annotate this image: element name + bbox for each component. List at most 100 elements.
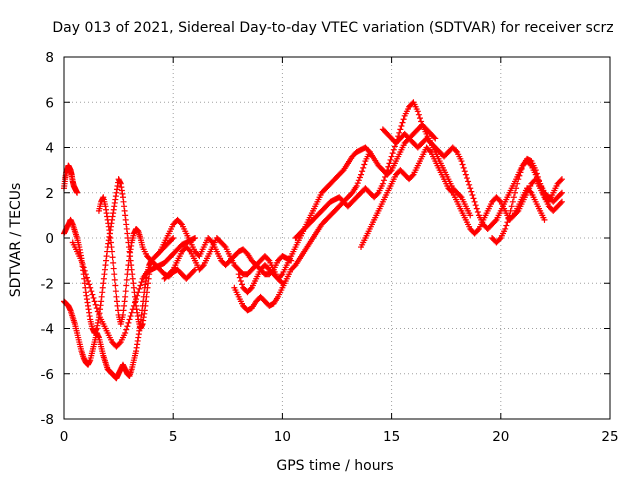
data-point <box>85 277 92 284</box>
data-point <box>557 199 564 206</box>
data-point <box>457 193 464 200</box>
y-tick-label: 0 <box>45 231 54 247</box>
y-tick-label: 8 <box>45 50 54 66</box>
data-point <box>221 242 228 249</box>
data-point <box>90 294 97 301</box>
data-point <box>473 205 480 212</box>
series-track-13 <box>489 155 565 246</box>
data-point <box>91 298 98 305</box>
data-point <box>169 236 176 243</box>
data-point <box>190 267 197 274</box>
series-track-8 <box>231 149 373 314</box>
plot-border <box>63 56 611 420</box>
data-point <box>126 316 133 323</box>
data-point <box>448 188 455 195</box>
data-point <box>467 212 474 219</box>
data-point <box>81 267 88 274</box>
data-point <box>533 170 540 177</box>
data-point <box>460 164 467 171</box>
data-point <box>78 257 85 264</box>
data-point <box>505 215 512 222</box>
data-point <box>514 208 521 215</box>
data-point <box>541 216 548 223</box>
data-point <box>511 189 518 196</box>
data-point <box>558 176 565 183</box>
data-point <box>471 198 478 205</box>
data-point <box>130 302 137 309</box>
data-point <box>360 164 367 171</box>
data-point <box>353 182 360 189</box>
data-point <box>82 271 89 278</box>
data-point <box>396 129 403 136</box>
data-point <box>466 181 473 188</box>
data-point <box>111 271 118 278</box>
data-point <box>137 282 144 289</box>
data-point <box>112 282 119 289</box>
data-point <box>112 288 119 295</box>
data-point <box>86 281 93 288</box>
data-point <box>503 222 510 229</box>
data-point <box>398 123 405 130</box>
data-point <box>355 177 362 184</box>
data-point <box>458 158 465 165</box>
data-point <box>513 185 520 192</box>
series-track-9 <box>235 121 439 296</box>
data-point <box>474 227 481 234</box>
data-point <box>125 319 132 326</box>
data-point <box>386 160 393 167</box>
data-point <box>387 168 394 175</box>
data-point <box>388 153 395 160</box>
series-track-4 <box>69 235 199 350</box>
data-point <box>557 177 564 184</box>
data-point <box>515 176 522 183</box>
data-point <box>131 299 138 306</box>
data-point <box>208 238 215 245</box>
y-tick-label: -4 <box>41 322 54 338</box>
data-point <box>361 161 368 168</box>
data-point <box>558 198 565 205</box>
series-track-14 <box>510 176 565 219</box>
x-tick-label: 0 <box>60 429 69 445</box>
data-point <box>122 330 129 337</box>
data-point <box>123 276 130 283</box>
data-point <box>186 247 193 254</box>
data-point <box>496 197 503 204</box>
data-point <box>123 282 130 289</box>
data-point <box>136 285 143 292</box>
data-point <box>465 178 472 185</box>
data-point <box>496 236 503 243</box>
data-point <box>192 235 199 241</box>
data-point <box>199 263 206 270</box>
data-point <box>236 274 243 281</box>
data-point <box>390 146 397 153</box>
x-tick-label: 5 <box>169 429 178 445</box>
data-point <box>517 169 524 176</box>
data-point <box>418 118 425 125</box>
data-point <box>414 108 421 115</box>
data-point <box>237 277 244 284</box>
data-point <box>463 175 470 182</box>
data-point <box>459 161 466 168</box>
data-point <box>504 219 511 226</box>
data-point <box>89 291 96 298</box>
data-point <box>468 188 475 195</box>
data-point <box>88 288 95 295</box>
data-point <box>384 167 391 174</box>
data-point <box>134 292 141 299</box>
x-tick-label: 10 <box>274 429 291 445</box>
data-point <box>453 147 460 154</box>
data-point <box>374 190 381 197</box>
data-point <box>400 116 407 123</box>
data-point <box>461 168 468 175</box>
data-point <box>508 203 515 210</box>
data-point <box>432 135 439 142</box>
data-point <box>93 305 100 312</box>
data-point <box>87 284 94 291</box>
data-point <box>502 225 509 232</box>
data-point <box>474 208 481 215</box>
data-point <box>122 293 129 300</box>
data-point <box>399 119 406 126</box>
data-point <box>389 150 396 157</box>
